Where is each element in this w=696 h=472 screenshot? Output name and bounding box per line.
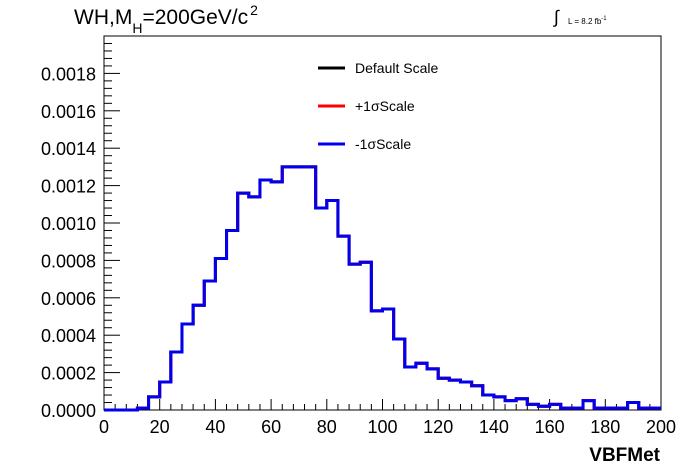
x-tick-label: 20 (150, 417, 170, 437)
luminosity-text: L = 8.2 fb (568, 17, 602, 26)
x-tick-label: 60 (261, 417, 281, 437)
y-tick-label: 0.0014 (41, 139, 96, 159)
title-superscript: 2 (250, 2, 258, 18)
x-axis-label: VBFMet (589, 445, 660, 466)
x-tick-label: 120 (423, 417, 453, 437)
x-tick-label: 40 (205, 417, 225, 437)
x-tick-label: 200 (646, 417, 676, 437)
luminosity-superscript: -1 (601, 16, 607, 22)
y-tick-label: 0.0004 (41, 326, 96, 346)
title-suffix: =200GeV/c (142, 6, 249, 29)
x-tick-label: 180 (590, 417, 620, 437)
title-subscript: H (132, 20, 143, 36)
y-tick-label: 0.0006 (41, 289, 96, 309)
y-tick-label: 0.0000 (41, 401, 96, 421)
title-prefix: WH,M (74, 6, 133, 29)
x-tick-label: 160 (535, 417, 565, 437)
y-tick-label: 0.0018 (41, 64, 96, 84)
x-tick-label: 140 (479, 417, 509, 437)
y-tick-label: 0.0016 (41, 102, 96, 122)
integral-symbol: ∫ (554, 7, 559, 27)
x-tick-label: 80 (317, 417, 337, 437)
axis-ticks: 0 20 40 60 80 100 120 140 160 180 200 0.0000 0.0002 0… (41, 42, 676, 437)
x-tick-label: 100 (367, 417, 397, 437)
luminosity-label: ∫ L = 8.2 fb-1 (554, 7, 607, 27)
x-tick-label: 0 (99, 417, 109, 437)
y-tick-label: 0.0010 (41, 214, 96, 234)
legend: Default Scale +1σScale -1σScale (318, 60, 438, 152)
legend-label-1: +1σScale (355, 98, 415, 114)
series-2-line (104, 165, 661, 412)
legend-label-0: Default Scale (355, 60, 438, 76)
chart-title: WH,MH=200GeV/c 2 (74, 2, 258, 36)
y-tick-label: 0.0008 (41, 251, 96, 271)
y-tick-label: 0.0012 (41, 177, 96, 197)
histogram-series (104, 165, 661, 412)
legend-label-2: -1σScale (355, 136, 411, 152)
series-0-line (104, 165, 661, 412)
plot-frame (103, 35, 662, 411)
series-1-line (104, 165, 661, 412)
y-tick-label: 0.0002 (41, 364, 96, 384)
